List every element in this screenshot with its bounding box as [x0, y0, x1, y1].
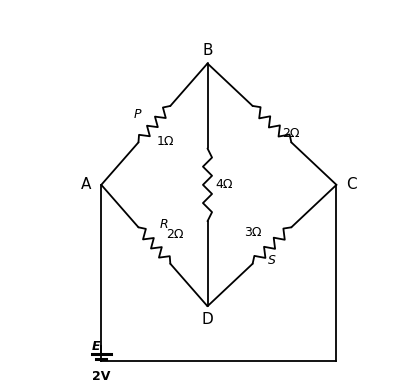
- Text: 4Ω: 4Ω: [216, 178, 233, 191]
- Text: 3Ω: 3Ω: [244, 226, 262, 239]
- Text: D: D: [202, 312, 213, 327]
- Text: E: E: [91, 340, 100, 353]
- Text: R: R: [160, 218, 168, 231]
- Text: 2Ω: 2Ω: [166, 228, 184, 241]
- Text: C: C: [347, 177, 357, 192]
- Text: 1Ω: 1Ω: [157, 135, 175, 148]
- Text: B: B: [202, 43, 213, 58]
- Text: A: A: [81, 177, 91, 192]
- Text: 2Ω: 2Ω: [282, 127, 300, 140]
- Text: S: S: [268, 254, 276, 267]
- Text: P: P: [134, 108, 141, 121]
- Text: 2V: 2V: [92, 369, 110, 383]
